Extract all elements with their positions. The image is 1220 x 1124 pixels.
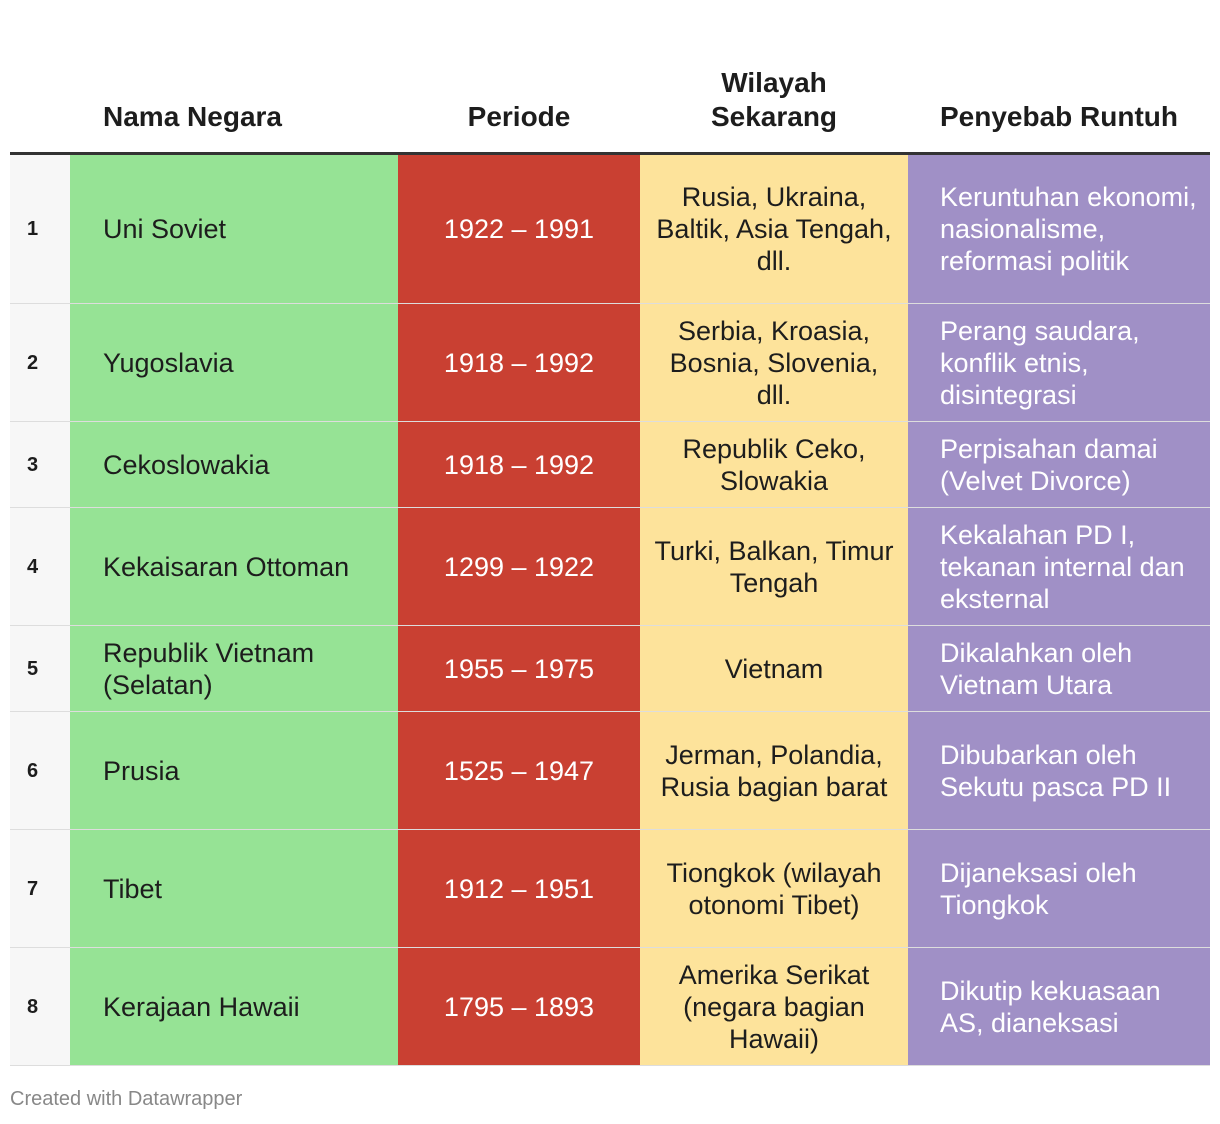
cell-wilayah-sekarang: Serbia, Kroasia, Bosnia, Slovenia, dll. xyxy=(640,303,908,422)
table-row: 1 Uni Soviet 1922 – 1991 Rusia, Ukraina, Ba… xyxy=(10,153,1210,304)
cell-wilayah-sekarang: Rusia, Ukraina, Baltik, Asia Tengah, dll… xyxy=(640,153,908,304)
header-row: Nama Negara Periode Wilayah Sekarang Pen… xyxy=(10,40,1210,155)
cell-wilayah-sekarang: Republik Ceko, Slowakia xyxy=(640,421,908,508)
row-index: 6 xyxy=(10,711,70,830)
cell-nama-negara: Tibet xyxy=(70,829,398,948)
table-row: 2 Yugoslavia 1918 – 1992 Serbia, Kroasia, B… xyxy=(10,303,1210,422)
cell-periode: 1912 – 1951 xyxy=(398,829,640,948)
footer-credit: Created with Datawrapper xyxy=(10,1088,243,1110)
row-index: 2 xyxy=(10,303,70,422)
cell-penyebab-runtuh: Dibubarkan oleh Sekutu pasca PD II xyxy=(908,711,1210,830)
cell-nama-negara: Uni Soviet xyxy=(70,153,398,304)
header-wilayah-text: Wilayah Sekarang xyxy=(710,67,838,132)
cell-wilayah-sekarang: Amerika Serikat (negara bagian Hawaii) xyxy=(640,947,908,1066)
cell-wilayah-sekarang: Jerman, Polandia, Rusia bagian barat xyxy=(640,711,908,830)
cell-nama-negara: Kerajaan Hawaii xyxy=(70,947,398,1066)
cell-penyebab-runtuh: Keruntuhan ekonomi, nasionalisme, reform… xyxy=(908,153,1210,304)
cell-periode: 1918 – 1992 xyxy=(398,303,640,422)
row-index: 8 xyxy=(10,947,70,1066)
cell-nama-negara: Yugoslavia xyxy=(70,303,398,422)
cell-nama-negara: Republik Vietnam (Selatan) xyxy=(70,625,398,712)
cell-periode: 1955 – 1975 xyxy=(398,625,640,712)
table-row: 4 Kekaisaran Ottoman 1299 – 1922 Turki, Bal… xyxy=(10,507,1210,626)
table-row: 6 Prusia 1525 – 1947 Jerman, Polandia, Rusi… xyxy=(10,711,1210,830)
cell-nama-negara: Prusia xyxy=(70,711,398,830)
cell-periode: 1795 – 1893 xyxy=(398,947,640,1066)
cell-nama-negara: Cekoslowakia xyxy=(70,421,398,508)
header-nama-negara[interactable]: Nama Negara xyxy=(70,40,398,155)
table-row: 7 Tibet 1912 – 1951 Tiongkok (wilayah otono… xyxy=(10,829,1210,948)
cell-penyebab-runtuh: Dikalahkan oleh Vietnam Utara xyxy=(908,625,1210,712)
cell-penyebab-runtuh: Dijaneksasi oleh Tiongkok xyxy=(908,829,1210,948)
table-header: Nama Negara Periode Wilayah Sekarang Pen… xyxy=(10,40,1210,155)
cell-periode: 1299 – 1922 xyxy=(398,507,640,626)
header-periode[interactable]: Periode xyxy=(398,40,640,155)
header-index xyxy=(10,40,70,155)
data-table-container: Nama Negara Periode Wilayah Sekarang Pen… xyxy=(10,40,1210,1066)
header-penyebab-runtuh[interactable]: Penyebab Runtuh xyxy=(908,40,1210,155)
cell-wilayah-sekarang: Tiongkok (wilayah otonomi Tibet) xyxy=(640,829,908,948)
cell-periode: 1525 – 1947 xyxy=(398,711,640,830)
cell-penyebab-runtuh: Dikutip kekuasaan AS, dianeksasi xyxy=(908,947,1210,1066)
header-wilayah-sekarang[interactable]: Wilayah Sekarang xyxy=(640,40,908,155)
cell-wilayah-sekarang: Turki, Balkan, Timur Tengah xyxy=(640,507,908,626)
row-index: 3 xyxy=(10,421,70,508)
cell-penyebab-runtuh: Perang saudara, konflik etnis, disintegr… xyxy=(908,303,1210,422)
cell-periode: 1922 – 1991 xyxy=(398,153,640,304)
row-index: 5 xyxy=(10,625,70,712)
row-index: 1 xyxy=(10,153,70,304)
data-table: Nama Negara Periode Wilayah Sekarang Pen… xyxy=(10,40,1210,1066)
table-body: 1 Uni Soviet 1922 – 1991 Rusia, Ukraina, Ba… xyxy=(10,153,1210,1066)
cell-penyebab-runtuh: Perpisahan damai (Velvet Divorce) xyxy=(908,421,1210,508)
table-row: 8 Kerajaan Hawaii 1795 – 1893 Amerika Serik… xyxy=(10,947,1210,1066)
cell-penyebab-runtuh: Kekalahan PD I, tekanan internal dan eks… xyxy=(908,507,1210,626)
table-row: 5 Republik Vietnam (Selatan) 1955 – 1975 Vi… xyxy=(10,625,1210,712)
cell-periode: 1918 – 1992 xyxy=(398,421,640,508)
row-index: 7 xyxy=(10,829,70,948)
cell-wilayah-sekarang: Vietnam xyxy=(640,625,908,712)
row-index: 4 xyxy=(10,507,70,626)
cell-nama-negara: Kekaisaran Ottoman xyxy=(70,507,398,626)
table-row: 3 Cekoslowakia 1918 – 1992 Republik Ceko, S… xyxy=(10,421,1210,508)
